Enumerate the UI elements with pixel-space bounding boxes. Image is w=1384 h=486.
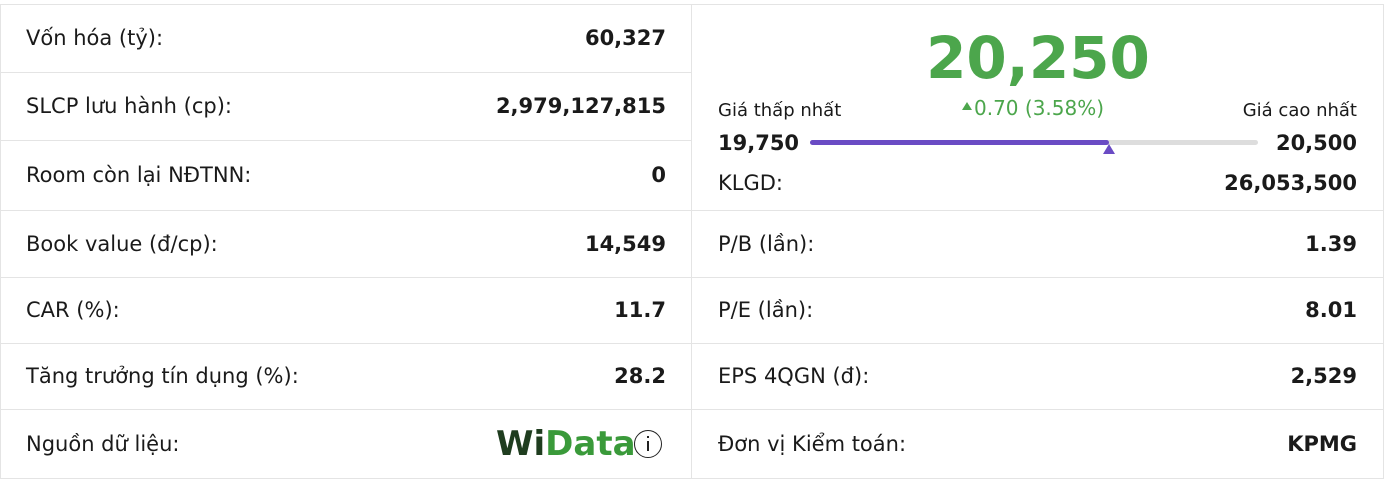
row-value: KPMG bbox=[1287, 431, 1357, 456]
row-label: Room còn lại NĐTNN: bbox=[26, 163, 252, 187]
row-value: 26,053,500 bbox=[1224, 171, 1357, 195]
row-value: 60,327 bbox=[584, 26, 666, 50]
row-value: 2,529 bbox=[1290, 364, 1357, 388]
row-label: Nguồn dữ liệu: bbox=[26, 432, 180, 456]
row-label: KLGD: bbox=[718, 171, 783, 195]
row-value: 0 bbox=[651, 163, 666, 187]
row-label: Vốn hóa (tỷ): bbox=[26, 26, 164, 50]
row-label: Book value (đ/cp): bbox=[26, 231, 218, 256]
logo-part: Data bbox=[545, 424, 636, 464]
info-icon[interactable] bbox=[634, 430, 662, 458]
row-label: EPS 4QGN (đ): bbox=[718, 364, 870, 388]
logo-part: Wi bbox=[496, 424, 546, 464]
price: 20,250 bbox=[926, 24, 1150, 92]
price-change: 0.70 (3.58%) bbox=[974, 96, 1105, 120]
row-value: 28.2 bbox=[614, 364, 666, 388]
low-label: Giá thấp nhất bbox=[718, 100, 842, 121]
up-arrow bbox=[962, 102, 972, 110]
row-label: SLCP lưu hành (cp): bbox=[26, 94, 232, 118]
row-label: Tăng trưởng tín dụng (%): bbox=[26, 364, 299, 388]
range-fill bbox=[810, 140, 1109, 145]
row-value: 11.7 bbox=[614, 298, 666, 322]
row-value: 1.39 bbox=[1305, 231, 1357, 256]
row-value: 8.01 bbox=[1305, 298, 1357, 322]
row-value: 2,979,127,815 bbox=[495, 94, 666, 118]
row-label: P/E (lần): bbox=[718, 298, 814, 322]
price-marker bbox=[1102, 144, 1115, 154]
row-label: CAR (%): bbox=[26, 298, 120, 322]
high-value: 20,500 bbox=[1275, 131, 1357, 155]
row-value: 14,549 bbox=[584, 231, 666, 256]
row-label: P/B (lần): bbox=[718, 231, 815, 256]
logo: WiData bbox=[496, 424, 636, 464]
row-label: Đơn vị Kiểm toán: bbox=[718, 431, 907, 456]
high-label: Giá cao nhất bbox=[1242, 100, 1357, 121]
low-value: 19,750 bbox=[718, 131, 800, 155]
